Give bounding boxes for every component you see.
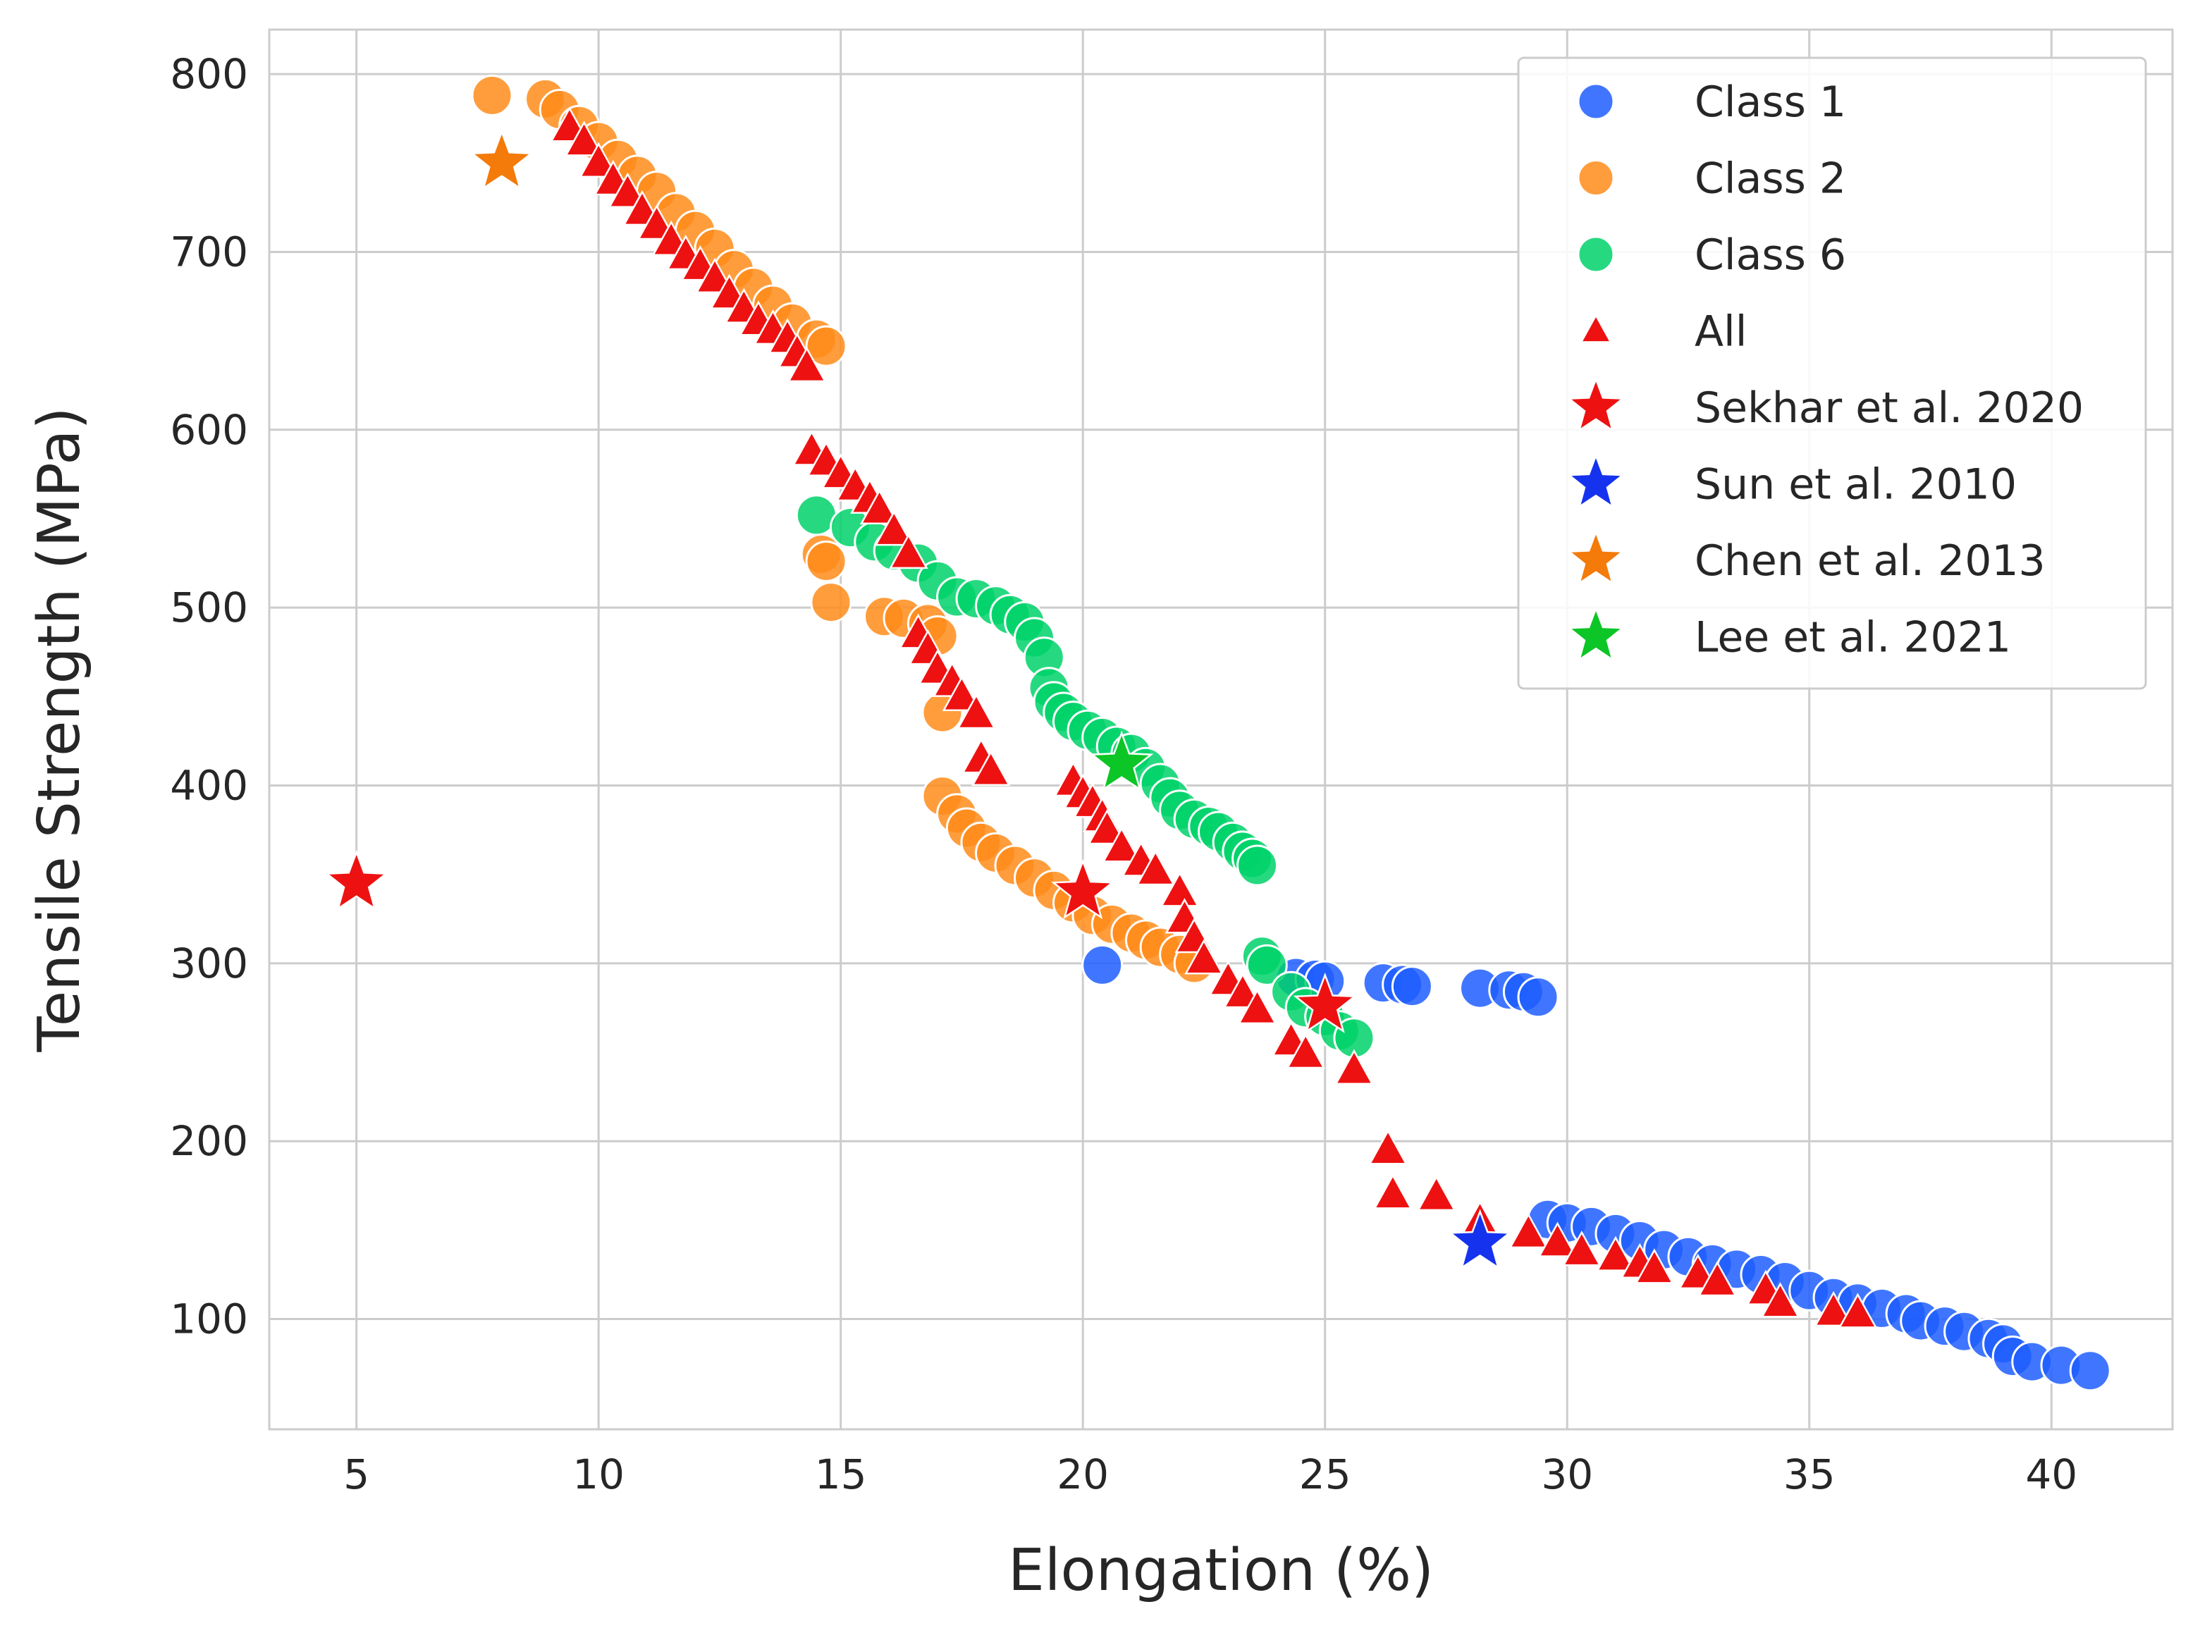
series-5	[1448, 1209, 1512, 1270]
legend-marker	[1577, 159, 1615, 197]
data-point	[805, 541, 847, 583]
data-point	[1814, 1290, 1853, 1327]
data-point	[1697, 1260, 1737, 1297]
data-point	[1368, 1129, 1408, 1165]
data-point	[1509, 1212, 1549, 1249]
data-point	[942, 675, 982, 712]
legend-marker	[1566, 529, 1626, 586]
legend-label: Class 6	[1695, 230, 1846, 280]
data-point	[1089, 730, 1154, 791]
data-point	[1838, 1293, 1878, 1329]
x-tick-label: 25	[1299, 1450, 1351, 1498]
legend-box	[1517, 56, 2147, 690]
data-point	[810, 581, 852, 624]
data-point	[1562, 1231, 1602, 1266]
data-point	[579, 142, 618, 178]
y-axis-label: Tensile Strength (MPa)	[26, 407, 93, 1053]
legend-label: Chen et al. 2013	[1695, 536, 2046, 586]
data-point	[1051, 858, 1115, 920]
series-6	[469, 129, 534, 190]
data-point	[469, 129, 534, 190]
data-point	[2069, 1350, 2111, 1392]
data-point	[1760, 1282, 1800, 1318]
x-tick-label: 40	[2025, 1450, 2077, 1498]
x-axis-ticks: 5 10 15 20 25 30 35 40	[343, 1450, 2077, 1498]
data-point	[1334, 1049, 1374, 1085]
data-point	[1416, 1175, 1456, 1212]
data-point	[564, 121, 604, 156]
data-point	[1237, 988, 1277, 1025]
data-point	[1160, 871, 1200, 907]
data-point	[1236, 844, 1279, 887]
data-point	[1136, 850, 1176, 886]
data-point	[1635, 1248, 1674, 1284]
y-tick-label: 600	[170, 406, 248, 454]
data-point	[1184, 939, 1224, 975]
legend-marker	[1566, 605, 1626, 662]
legend-label: Class 1	[1695, 78, 1846, 127]
plot-area	[324, 74, 2111, 1392]
data-point	[1293, 972, 1358, 1033]
data-point	[1246, 944, 1288, 986]
data-point	[805, 325, 847, 367]
data-point	[787, 346, 827, 383]
legend-label: Lee et al. 2021	[1695, 613, 2011, 662]
y-tick-label: 700	[170, 228, 248, 276]
y-tick-label: 400	[170, 761, 248, 809]
plot-frame	[268, 28, 2174, 1431]
x-tick-label: 20	[1057, 1450, 1109, 1498]
x-tick-label: 30	[1541, 1450, 1593, 1498]
data-point	[1286, 1032, 1325, 1069]
legend-marker	[1577, 82, 1615, 121]
y-tick-label: 300	[170, 939, 248, 987]
data-point	[889, 533, 928, 569]
legend-label: All	[1695, 307, 1747, 357]
data-point	[1537, 1221, 1578, 1257]
y-tick-label: 800	[170, 50, 248, 98]
legend-marker	[1579, 313, 1613, 343]
data-point	[1087, 808, 1127, 845]
y-tick-label: 200	[170, 1117, 248, 1165]
legend-label: Class 2	[1695, 154, 1846, 204]
data-point	[1517, 976, 1559, 1018]
data-point	[1391, 966, 1433, 1008]
data-point	[957, 693, 996, 729]
data-point	[1448, 1209, 1512, 1270]
legend-marker	[1566, 376, 1626, 433]
x-tick-label: 15	[815, 1450, 867, 1498]
legend: Class 1 Class 2 Class 6 All Sekhar et al. 20…	[1517, 56, 2147, 690]
legend-marker	[1566, 452, 1626, 509]
y-axis-ticks: 100 200 300 400 500 600 700 800	[170, 50, 248, 1343]
data-point	[324, 849, 388, 911]
y-tick-label: 500	[170, 584, 248, 631]
data-point	[971, 750, 1011, 786]
data-point	[608, 172, 648, 208]
data-point	[1596, 1235, 1635, 1271]
x-tick-label: 5	[343, 1450, 369, 1498]
data-point	[874, 510, 914, 546]
legend-marker	[1577, 235, 1615, 273]
legend-label: Sun et al. 2010	[1695, 460, 2017, 510]
series-7	[1089, 730, 1154, 791]
data-point	[1081, 944, 1124, 986]
y-tick-label: 100	[170, 1295, 248, 1343]
x-axis-label: Elongation (%)	[1008, 1537, 1434, 1604]
series-3	[550, 106, 1878, 1329]
data-point	[1373, 1173, 1413, 1209]
x-tick-label: 10	[572, 1450, 625, 1498]
data-point	[859, 488, 899, 525]
legend-label: Sekhar et al. 2020	[1695, 383, 2084, 433]
x-tick-label: 35	[1783, 1450, 1836, 1498]
data-point	[471, 74, 513, 116]
data-point	[1102, 827, 1141, 863]
series-4	[324, 849, 1358, 1033]
